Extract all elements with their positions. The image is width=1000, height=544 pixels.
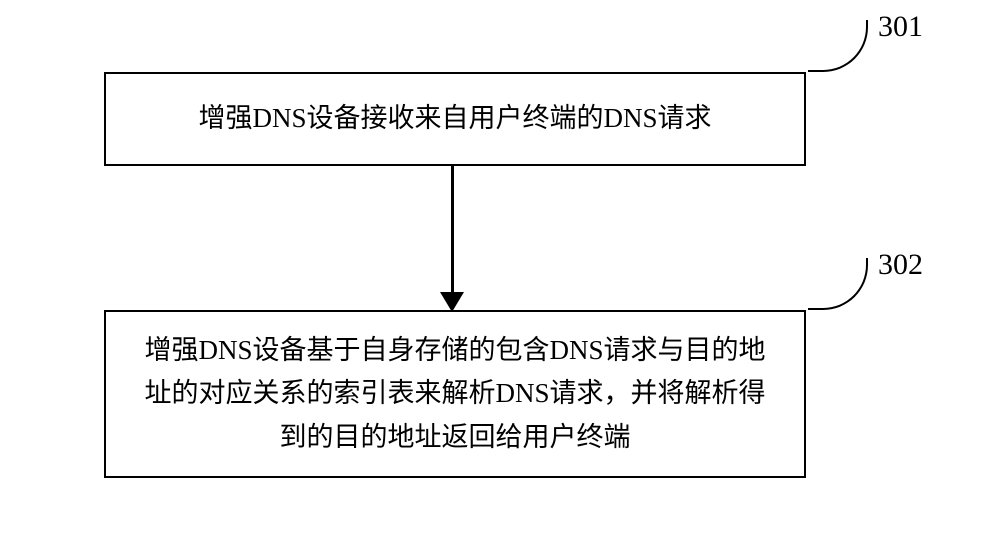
flow-step-1-text: 增强DNS设备接收来自用户终端的DNS请求	[188, 97, 721, 140]
arrow-head-icon	[440, 292, 464, 312]
step-label-301: 301	[878, 10, 923, 44]
flow-step-2-text: 增强DNS设备基于自身存储的包含DNS请求与目的地 址的对应关系的索引表来解析D…	[134, 329, 775, 459]
callout-curve-1	[808, 20, 868, 72]
flow-step-2-line3: 到的目的地址返回给用户终端	[280, 422, 631, 452]
callout-curve-2	[808, 258, 868, 310]
arrow-shaft	[451, 166, 454, 294]
step-label-302: 302	[878, 248, 923, 282]
flow-step-1: 增强DNS设备接收来自用户终端的DNS请求	[104, 72, 806, 166]
flow-step-2-line2: 址的对应关系的索引表来解析DNS请求，并将解析得	[144, 378, 765, 408]
flow-step-2: 增强DNS设备基于自身存储的包含DNS请求与目的地 址的对应关系的索引表来解析D…	[104, 310, 806, 478]
flow-step-2-line1: 增强DNS设备基于自身存储的包含DNS请求与目的地	[144, 335, 765, 365]
